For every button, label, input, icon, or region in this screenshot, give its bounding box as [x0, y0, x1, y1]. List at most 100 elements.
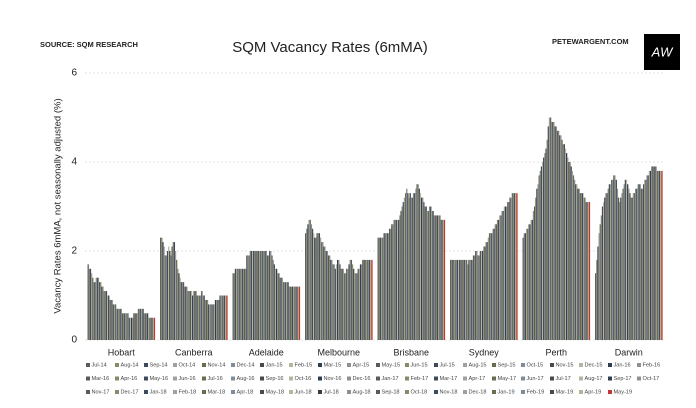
- bar: [160, 237, 162, 340]
- legend-label: Feb-16: [643, 362, 661, 368]
- bar: [431, 210, 433, 340]
- bar: [484, 246, 486, 340]
- bar: [430, 206, 432, 340]
- legend-swatch: [318, 363, 322, 367]
- bar: [222, 295, 225, 340]
- bar: [458, 259, 460, 340]
- bar: [332, 264, 334, 340]
- bar: [531, 219, 533, 340]
- legend-swatch: [173, 363, 177, 367]
- legend-label: Nov-16: [324, 376, 342, 382]
- x-tick-label: Sydney: [469, 347, 500, 357]
- bar: [468, 259, 470, 340]
- bar: [337, 259, 339, 340]
- bar: [267, 255, 270, 340]
- bar: [112, 304, 114, 340]
- bar: [651, 166, 653, 340]
- legend-swatch: [550, 390, 554, 394]
- bar: [456, 259, 459, 340]
- bar: [177, 268, 179, 340]
- legend-label: Apr-16: [121, 376, 138, 382]
- bar: [459, 259, 461, 340]
- credit: PETEWARGENT.COM: [552, 37, 629, 46]
- bar: [200, 295, 202, 340]
- bar: [392, 224, 394, 340]
- bar: [623, 184, 625, 340]
- bar: [522, 237, 524, 340]
- bar: [554, 126, 556, 341]
- bar: [95, 277, 97, 340]
- legend-label: Jan-18: [150, 389, 167, 395]
- bar: [142, 308, 144, 340]
- bar: [564, 148, 567, 340]
- bar: [306, 228, 308, 340]
- bar: [638, 184, 640, 340]
- legend-swatch: [231, 376, 235, 381]
- legend-label: Jun-17: [527, 376, 544, 382]
- bar: [553, 121, 555, 340]
- bar: [557, 130, 560, 340]
- legend-swatch: [202, 363, 206, 367]
- bar: [400, 210, 402, 340]
- legend-label: Aug-17: [585, 376, 603, 382]
- bar: [254, 251, 256, 340]
- legend-label: Apr-18: [237, 389, 254, 395]
- bar: [661, 170, 663, 340]
- legend-swatch: [492, 390, 496, 394]
- bar: [438, 215, 440, 340]
- bar: [584, 197, 586, 340]
- bar: [339, 264, 341, 340]
- bar: [559, 135, 561, 340]
- bar: [241, 268, 243, 340]
- legend-swatch: [405, 390, 409, 394]
- bar: [604, 197, 606, 340]
- bar: [561, 139, 563, 340]
- bar: [659, 170, 661, 340]
- bar: [491, 233, 493, 340]
- bar: [250, 251, 253, 340]
- bar: [170, 255, 172, 340]
- bar: [467, 264, 469, 340]
- bar: [354, 273, 356, 340]
- legend-label: Jun-16: [179, 376, 196, 382]
- legend-label: Aug-18: [353, 389, 371, 395]
- bar: [645, 179, 647, 340]
- legend-label: Jan-15: [266, 362, 283, 368]
- logo-text: AW: [651, 44, 674, 59]
- bar: [546, 139, 548, 340]
- bar: [189, 291, 192, 340]
- bar: [153, 317, 156, 340]
- bar: [586, 202, 588, 340]
- bar: [113, 304, 116, 340]
- bar: [289, 286, 291, 340]
- bar: [126, 313, 128, 340]
- bar: [624, 179, 627, 340]
- bar: [224, 295, 226, 340]
- bar: [356, 273, 358, 340]
- bar: [326, 251, 329, 340]
- bar: [293, 286, 295, 340]
- legend-label: Jan-17: [382, 376, 399, 382]
- bar: [482, 251, 484, 340]
- bar: [350, 259, 353, 340]
- bar: [324, 246, 326, 340]
- bar: [217, 299, 219, 340]
- legend-label: Aug-16: [237, 376, 255, 382]
- bar: [214, 299, 217, 340]
- bar: [578, 188, 580, 340]
- bar: [103, 291, 105, 340]
- bar: [625, 179, 628, 340]
- legend-label: Jul-18: [324, 389, 339, 395]
- bar: [464, 259, 467, 340]
- bar: [212, 304, 214, 340]
- legend-swatch: [434, 376, 438, 381]
- legend-label: Jun-18: [295, 389, 312, 395]
- bar: [512, 193, 515, 340]
- bar: [612, 179, 614, 340]
- bar: [169, 251, 171, 340]
- bar: [655, 166, 657, 340]
- bar: [383, 233, 385, 340]
- legend-label: Sep-14: [150, 362, 168, 368]
- bar: [130, 317, 133, 340]
- bar: [635, 188, 637, 340]
